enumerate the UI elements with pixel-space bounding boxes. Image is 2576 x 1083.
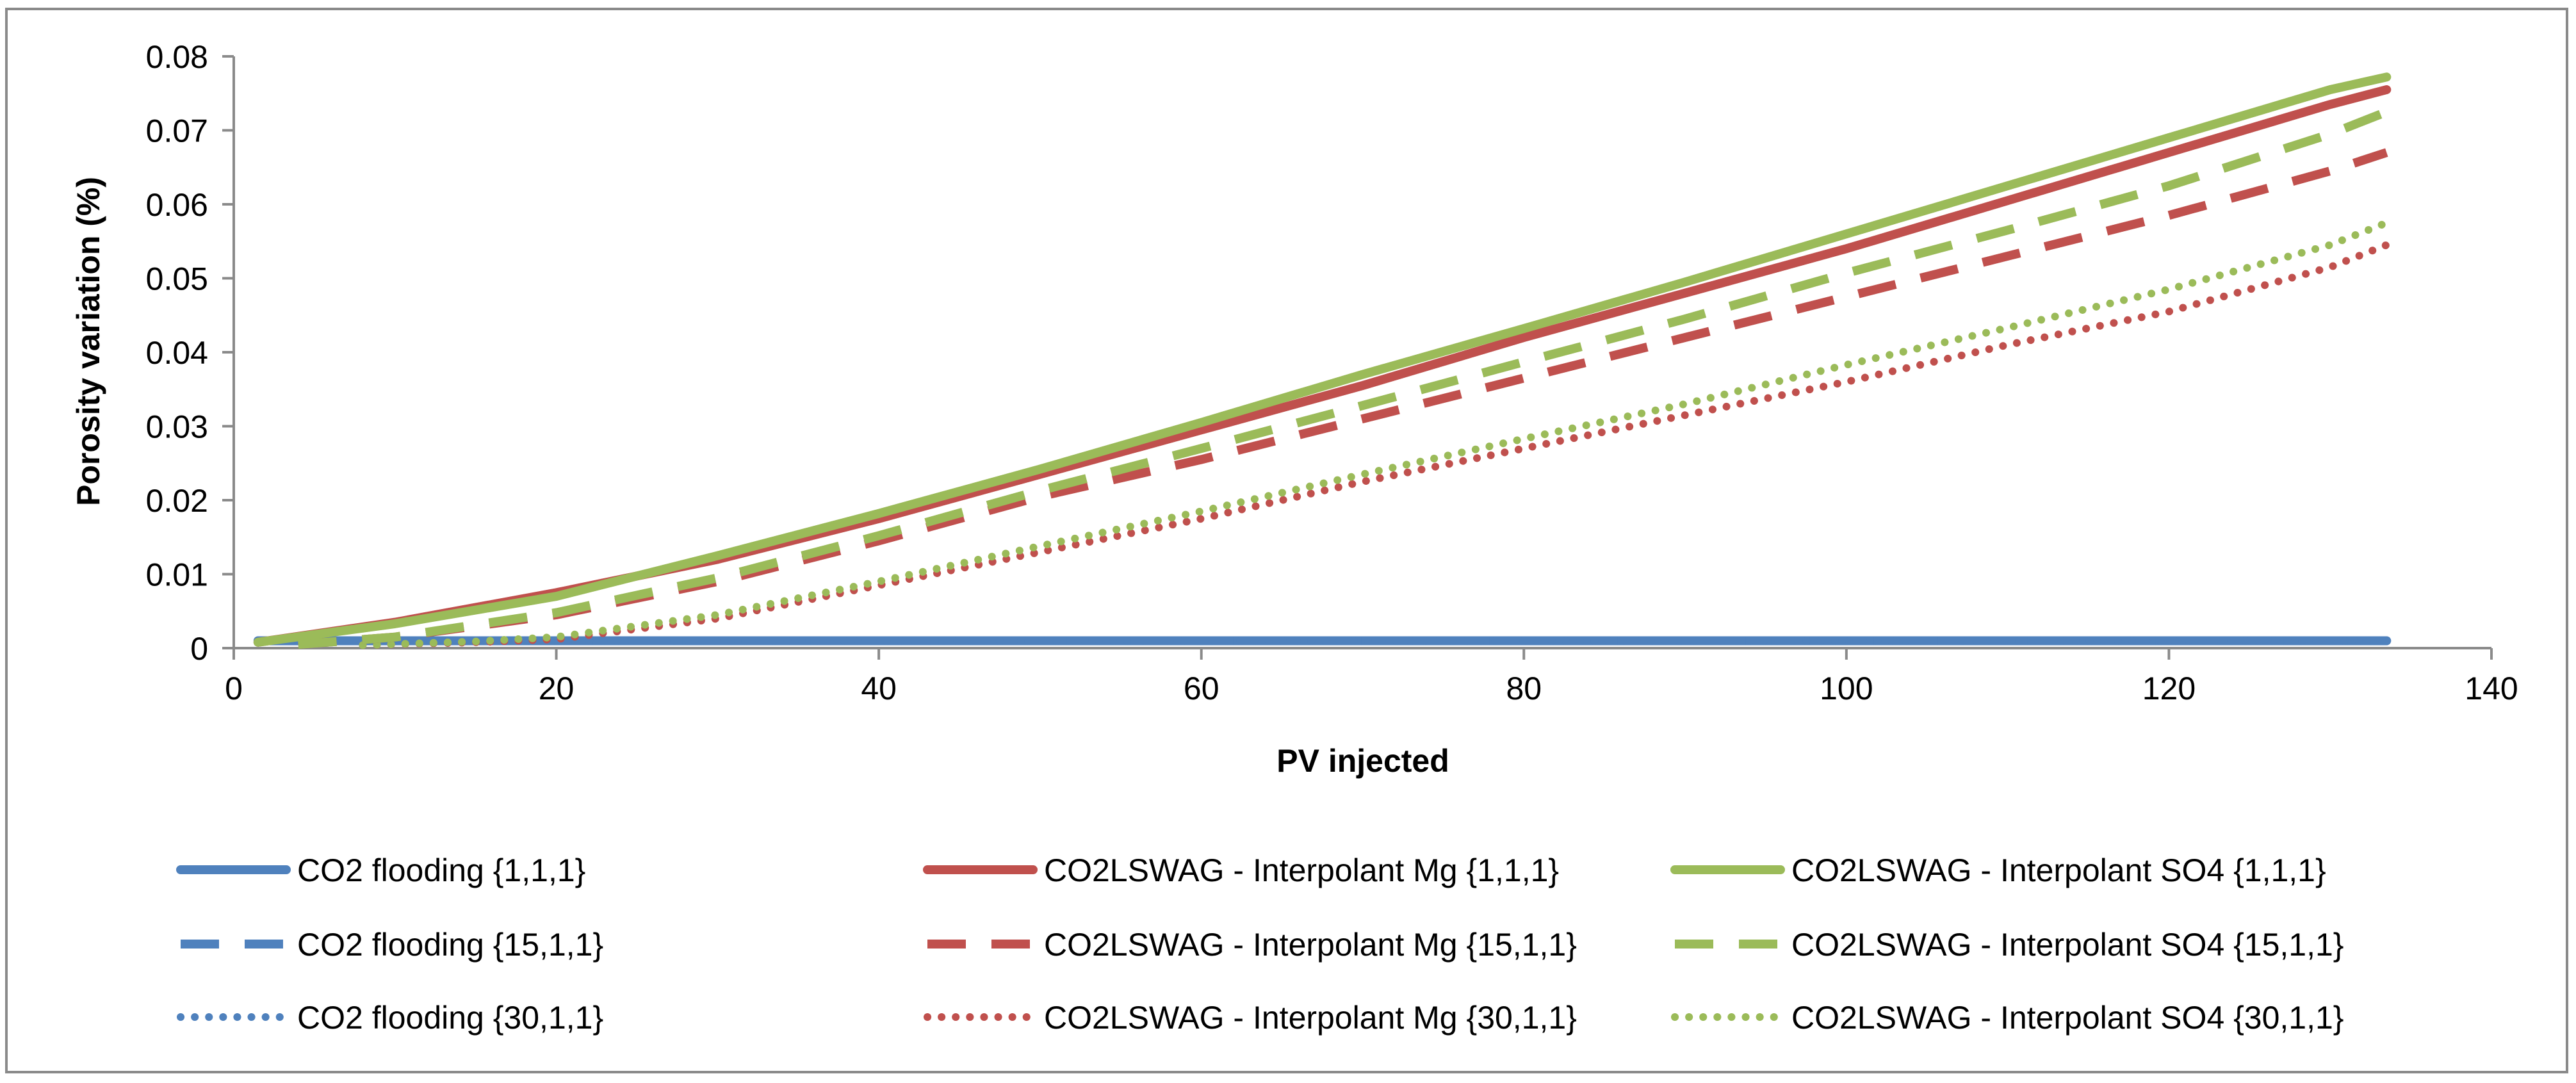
legend-label: CO2 flooding {30,1,1} <box>297 1000 603 1036</box>
x-tick-label: 140 <box>2465 671 2518 706</box>
y-tick-label: 0.05 <box>146 261 208 297</box>
x-tick-label: 20 <box>539 671 575 706</box>
legend-label: CO2LSWAG - Interpolant SO4 {1,1,1} <box>1791 852 2326 888</box>
legend-label: CO2LSWAG - Interpolant SO4 {15,1,1} <box>1791 927 2344 963</box>
legend-label: CO2LSWAG - Interpolant Mg {1,1,1} <box>1044 852 1559 888</box>
series-line-8 <box>298 108 2388 649</box>
x-tick-label: 0 <box>225 671 243 706</box>
series-layer <box>253 72 2392 649</box>
series-line-9 <box>359 218 2391 649</box>
x-tick-label: 80 <box>1506 671 1542 706</box>
y-tick-label: 0.02 <box>146 483 208 519</box>
legend-label: CO2LSWAG - Interpolant Mg {15,1,1} <box>1044 927 1577 963</box>
axes: 0 0.01 0.02 0.03 0.04 0.05 0.06 0.07 0.08 0 20 40 60… <box>146 39 2518 706</box>
series-line-7 <box>253 72 2392 647</box>
legend-label: CO2 flooding {15,1,1} <box>297 927 603 963</box>
y-tick-label: 0.04 <box>146 335 208 371</box>
x-tick-label: 100 <box>1820 671 1873 706</box>
x-tick-label: 40 <box>861 671 897 706</box>
y-tick-label: 0.01 <box>146 557 208 593</box>
chart-frame <box>5 8 2568 1073</box>
legend-label: CO2 flooding {1,1,1} <box>297 852 585 888</box>
x-tick-label: 60 <box>1184 671 1219 706</box>
legend-label: CO2LSWAG - Interpolant Mg {30,1,1} <box>1044 1000 1577 1036</box>
y-tick-label: 0.08 <box>146 39 208 75</box>
y-tick-label: 0.03 <box>146 409 208 445</box>
y-tick-label: 0.07 <box>146 113 208 149</box>
x-tick-label: 120 <box>2142 671 2196 706</box>
series-line-6 <box>359 241 2391 649</box>
y-tick-label: 0.06 <box>146 187 208 223</box>
y-axis-title: Porosity variation (%) <box>70 177 106 506</box>
y-tick-label: 0 <box>190 631 208 667</box>
series-line-5 <box>298 148 2388 649</box>
legend-label: CO2LSWAG - Interpolant SO4 {30,1,1} <box>1791 1000 2344 1036</box>
legend: CO2 flooding {1,1,1} CO2 flooding {15,1,1… <box>176 852 2344 1036</box>
x-axis-title: PV injected <box>1276 743 1449 779</box>
